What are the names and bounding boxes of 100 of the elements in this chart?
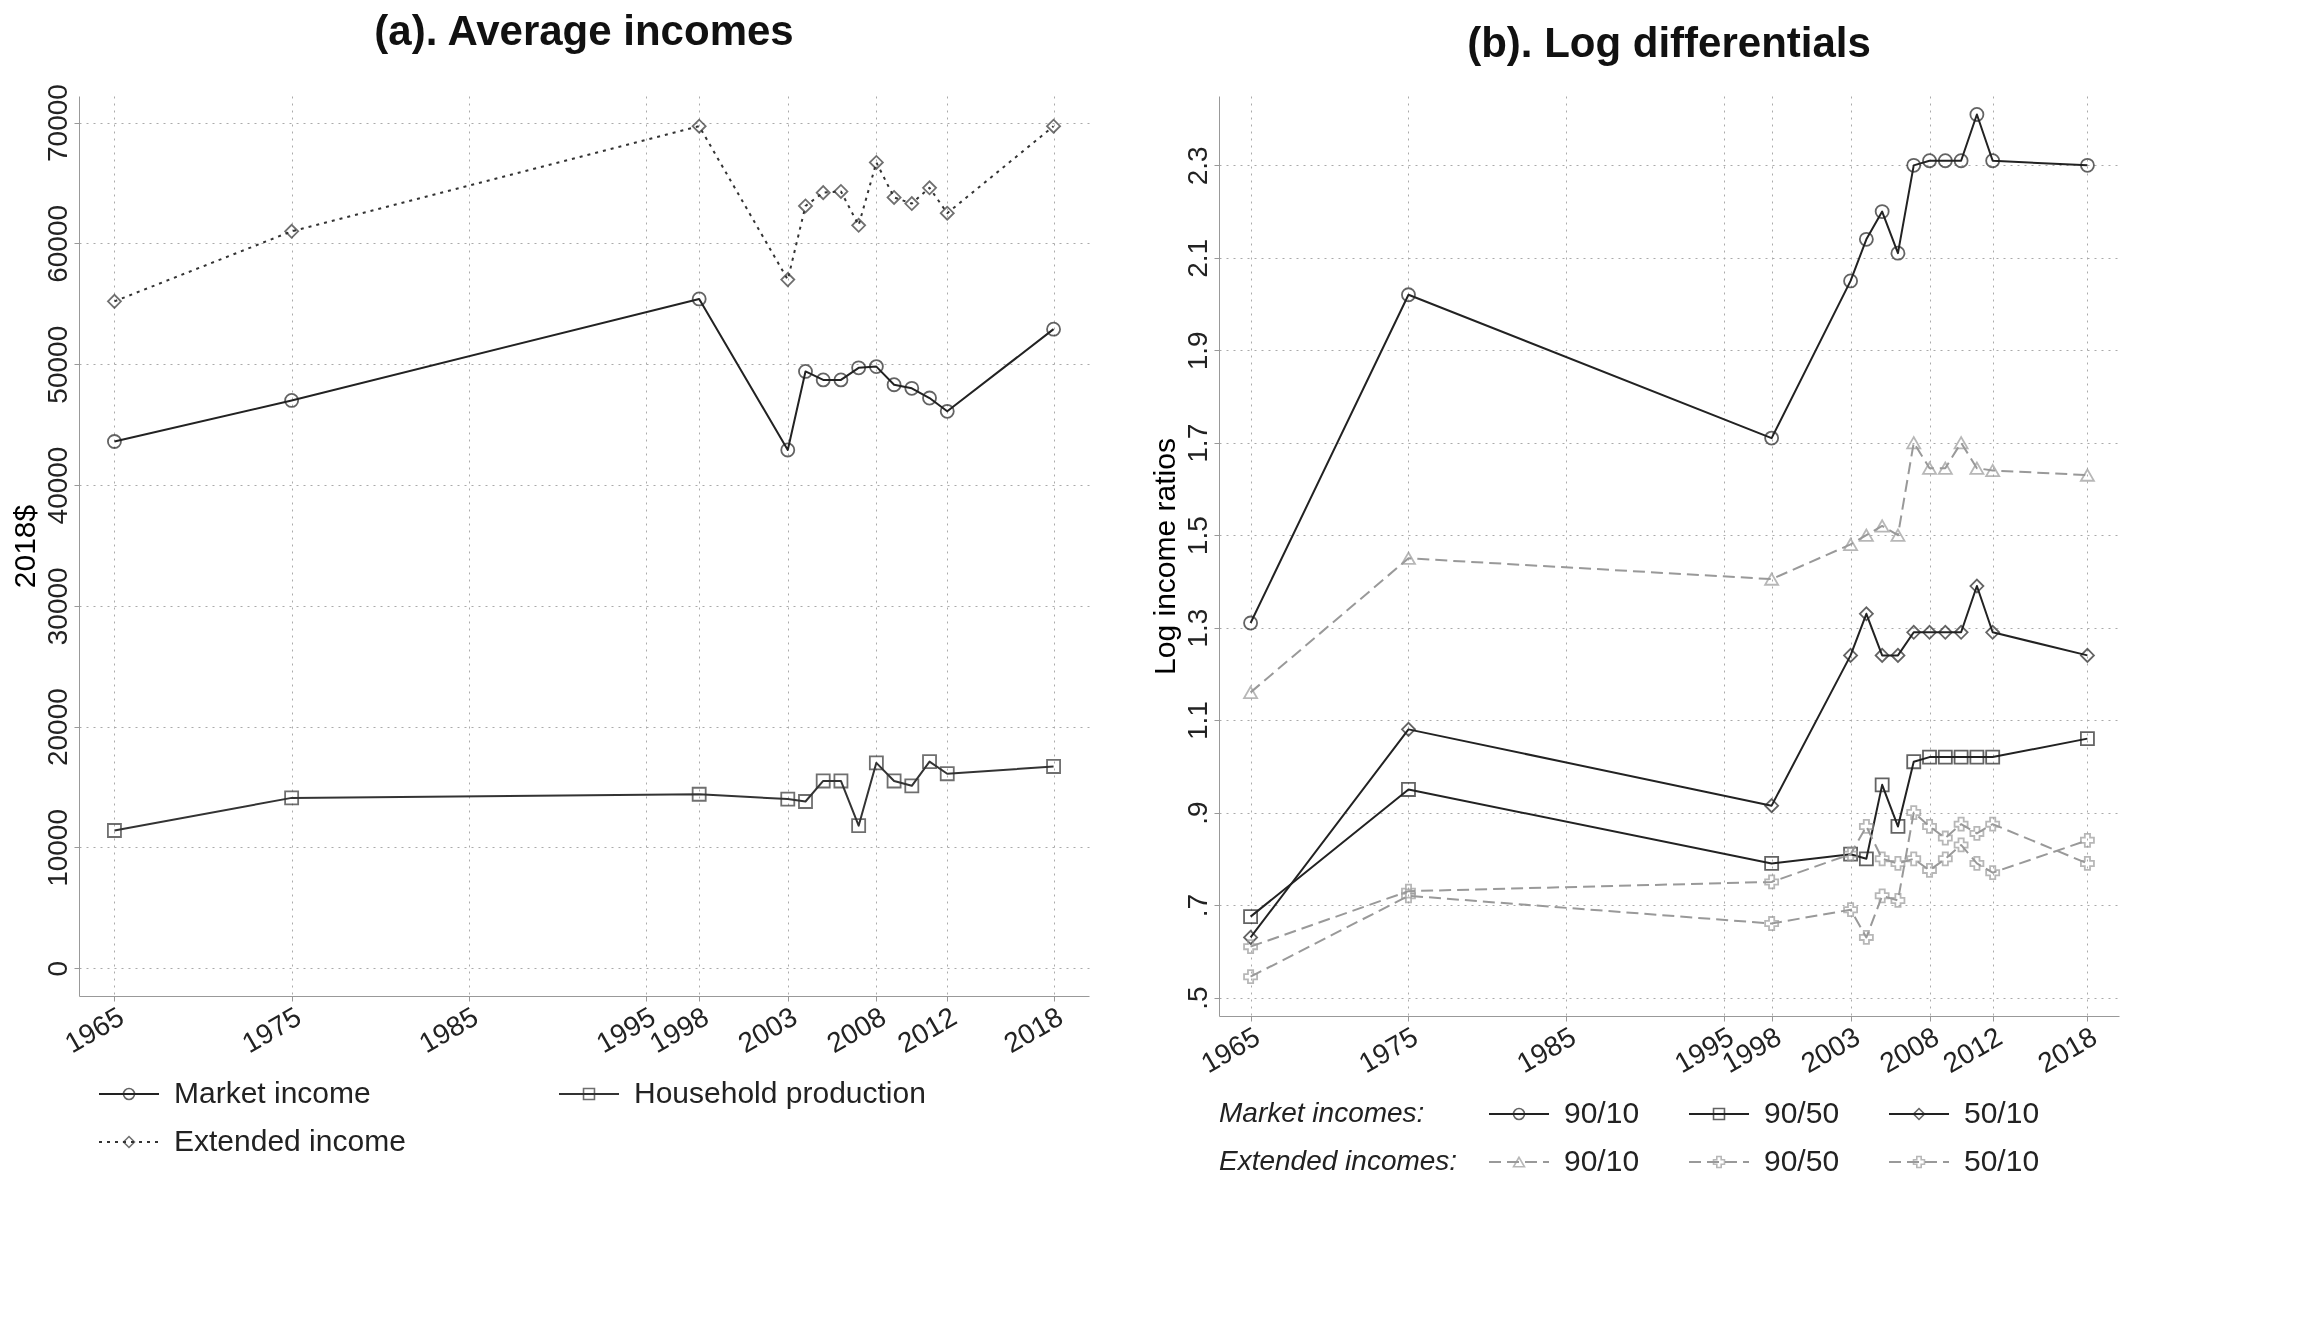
point (868, 155, 884, 170)
point (798, 364, 813, 379)
point (1985, 153, 2001, 169)
y-tick-label: .5 (1181, 986, 1213, 1010)
point (922, 390, 937, 406)
point (1890, 647, 1906, 663)
point (1874, 888, 1890, 904)
x-tick-label: 2008 (821, 1000, 891, 1059)
point (1937, 830, 1953, 846)
x-tick-label: 1975 (236, 1000, 307, 1059)
point (1937, 851, 1953, 867)
point (1953, 749, 1969, 765)
y-tick-label: .9 (1181, 801, 1213, 825)
point (1922, 624, 1937, 640)
point (868, 755, 884, 771)
point (1874, 851, 1890, 867)
point (815, 773, 831, 789)
chart-title: (b). Log differentials (1467, 19, 1871, 66)
x-tick-label: 2012 (892, 1000, 962, 1059)
point (1906, 436, 1922, 450)
point (1985, 624, 2001, 640)
y-tick-label: 50000 (41, 325, 73, 404)
point (780, 442, 796, 458)
point (939, 403, 955, 419)
point (1937, 749, 1953, 765)
point (851, 360, 867, 376)
point (1906, 624, 1922, 640)
point (1937, 624, 1953, 640)
point (1890, 819, 1906, 834)
point (1874, 647, 1890, 663)
point (780, 272, 796, 288)
point (1985, 816, 2001, 832)
point (922, 180, 937, 196)
y-tick-label: 2.1 (1181, 238, 1213, 278)
y-tick-label: 30000 (41, 567, 73, 646)
x-tick-label: 2018 (998, 1000, 1069, 1059)
point (833, 184, 849, 199)
point (904, 196, 920, 211)
point (798, 198, 813, 214)
legend-label: 50/10 (1964, 1096, 2040, 1129)
y-axis-title: 2018$ (7, 504, 41, 589)
point (1922, 819, 1937, 834)
point (2080, 647, 2095, 663)
legend-label: 90/10 (1564, 1144, 1640, 1177)
point (886, 773, 902, 789)
point (1858, 851, 1874, 867)
y-tick-label: 0 (41, 960, 73, 977)
point (1937, 153, 1953, 169)
point (1953, 816, 1969, 832)
point (284, 393, 300, 408)
point (1764, 798, 1780, 814)
point (1922, 862, 1937, 878)
y-tick-label: 2.3 (1181, 146, 1213, 186)
y-tick-label: 70000 (41, 84, 73, 163)
point (1953, 436, 1969, 450)
y-tick-label: 10000 (41, 808, 73, 887)
x-tick-label: 1985 (413, 1000, 484, 1059)
point (1890, 893, 1906, 908)
point (1922, 749, 1937, 765)
legend-label: Household production (634, 1076, 926, 1109)
point (1937, 461, 1953, 475)
point (1243, 939, 1258, 955)
point (284, 223, 300, 239)
point (1858, 528, 1874, 542)
legend-label: 90/10 (1564, 1096, 1640, 1129)
point (2080, 731, 2095, 747)
point (851, 818, 867, 834)
point (691, 291, 707, 307)
point (1906, 157, 1922, 173)
point (1243, 685, 1258, 699)
point (1401, 883, 1416, 899)
point (815, 372, 831, 388)
point (1890, 245, 1906, 261)
legend-label: 90/50 (1764, 1144, 1840, 1177)
point (1046, 321, 1061, 337)
point (1243, 929, 1258, 945)
y-tick-label: 1.7 (1181, 423, 1213, 463)
x-tick-label: 2018 (2032, 1020, 2102, 1079)
point (1906, 851, 1922, 867)
point (1843, 273, 1858, 289)
point (1969, 856, 1985, 871)
point (1401, 721, 1416, 737)
y-tick-label: 20000 (41, 688, 73, 767)
point (1858, 929, 1874, 945)
point (1764, 856, 1780, 871)
x-tick-label: 1965 (59, 1000, 129, 1059)
point (284, 790, 300, 806)
legend-label: Extended income (174, 1124, 406, 1157)
point (1243, 969, 1258, 985)
x-tick-label: 2003 (732, 1000, 803, 1059)
point (1953, 837, 1969, 853)
point (1953, 153, 1969, 169)
point (1046, 759, 1061, 774)
point (1985, 463, 2001, 478)
x-tick-label: 1985 (1511, 1020, 1581, 1079)
point (2080, 157, 2095, 173)
point (1858, 231, 1874, 247)
point (2080, 856, 2095, 871)
point (1401, 888, 1416, 904)
point (107, 293, 122, 309)
